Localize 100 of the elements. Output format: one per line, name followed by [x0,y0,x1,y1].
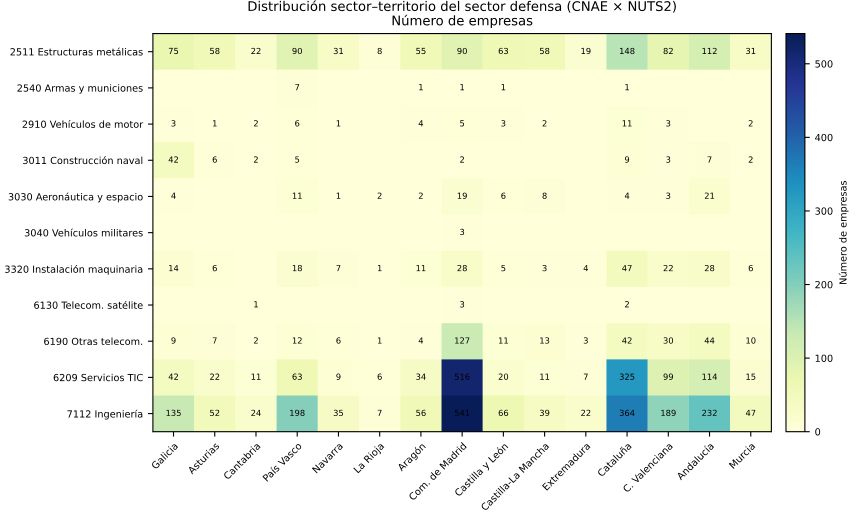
y-tick-label: 3011 Construcción naval [23,156,142,164]
data-label: 22 [664,264,673,272]
data-label: 112 [702,48,717,54]
y-tick-label: 2511 Estructuras metálicas [10,48,143,56]
data-label: 7 [336,265,340,272]
data-label: 9 [171,337,176,344]
data-label: 20 [498,374,508,380]
data-label: 1 [625,84,629,90]
data-label: 6 [501,192,506,199]
data-label: 135 [166,410,181,416]
y-tick-label: 6209 Servicios TIC [54,374,143,382]
data-label: 63 [498,48,508,54]
data-label: 5 [295,156,300,163]
data-label: 3 [666,192,670,199]
data-label: 90 [457,48,467,54]
data-label: 7 [708,156,712,163]
data-label: 12 [292,337,302,344]
y-tick-label: 3030 Aeronáutica y espacio [8,192,143,202]
chart-title: Distribución sector–territorio del sector defensa (CNAE × NUTS2) [248,0,676,13]
data-label: 325 [620,374,634,380]
data-label: 31 [746,48,756,54]
data-label: 7 [295,84,300,90]
data-label: 2 [748,120,753,126]
data-label: 9 [336,374,341,380]
data-label: 24 [251,410,261,416]
data-label: 42 [168,156,178,163]
data-label: 22 [581,410,590,416]
data-label: 3 [172,120,176,126]
data-label: 47 [746,410,756,416]
data-label: 2 [378,192,382,199]
data-label: 58 [540,48,550,54]
data-label: 1 [378,337,382,344]
color-bar-label: 500 [815,60,833,68]
data-label: 6 [212,264,217,272]
data-label: 21 [704,192,714,199]
data-label: 15 [746,374,756,380]
color-bar-label: 300 [815,207,833,215]
color-bar-label: 100 [816,354,833,362]
data-label: 22 [251,48,260,54]
data-label: 11 [540,374,550,380]
data-label: 1 [378,265,382,272]
data-label: 114 [702,374,718,380]
data-label: 148 [620,48,634,54]
data-label: 6 [748,264,753,272]
data-label: 1 [254,301,258,308]
data-label: 44 [704,337,714,344]
data-label: 5 [460,120,464,126]
data-label: 232 [702,410,717,416]
data-label: 30 [664,337,674,344]
data-label: 63 [292,374,302,380]
data-label: 2 [460,156,464,163]
data-label: 3 [501,120,506,126]
data-label: 4 [624,192,630,199]
data-label: 11 [252,374,261,380]
data-label: 1 [213,120,217,126]
data-label: 2 [542,120,546,126]
data-label: 11 [622,120,632,126]
data-label: 5 [501,265,506,272]
data-label: 6 [378,374,382,380]
data-label: 3 [542,264,547,272]
data-label: 55 [416,48,426,54]
data-label: 364 [620,410,635,416]
data-label: 6 [212,156,217,163]
data-label: 2 [418,192,423,199]
data-label: 11 [292,192,302,199]
data-label: 28 [457,264,467,272]
color-bar-label: 200 [815,281,833,288]
data-label: 7 [212,337,217,344]
data-label: 6 [336,337,341,344]
data-label: 2 [254,337,258,344]
data-label: 3 [666,156,670,163]
data-label: 34 [416,374,426,380]
y-tick-label: 2540 Armas y municiones [17,84,143,94]
data-label: 19 [581,48,591,54]
data-label: 39 [540,410,550,416]
data-label: 7 [584,374,588,380]
data-label: 56 [416,410,426,416]
color-bar-label: 400 [815,134,833,142]
data-label: 35 [334,410,344,416]
data-label: 2 [748,156,753,163]
y-tick-label: 2910 Vehículos de motor [22,120,144,128]
chart-subtitle: Número de empresas [392,14,532,28]
data-label: 28 [704,264,714,272]
data-label: 8 [542,192,547,199]
data-label: 1 [460,84,464,90]
data-label: 3 [460,301,464,308]
data-label: 6 [295,120,300,126]
y-tick-label: 6130 Telecom. satélite [34,300,143,309]
data-label: 47 [622,265,632,272]
data-label: 2 [254,156,258,163]
data-label: 541 [454,410,470,416]
data-label: 52 [210,410,220,416]
data-label: 22 [210,374,220,380]
color-bar-label: 0 [815,428,820,436]
y-tick-label: 7112 Ingeniería [67,410,142,420]
y-tick-label: 3320 Instalación maquinaria [5,264,142,275]
data-label: 9 [624,156,630,163]
data-label: 3 [460,228,464,236]
data-label: 75 [168,48,178,54]
data-label: 4 [171,192,176,199]
